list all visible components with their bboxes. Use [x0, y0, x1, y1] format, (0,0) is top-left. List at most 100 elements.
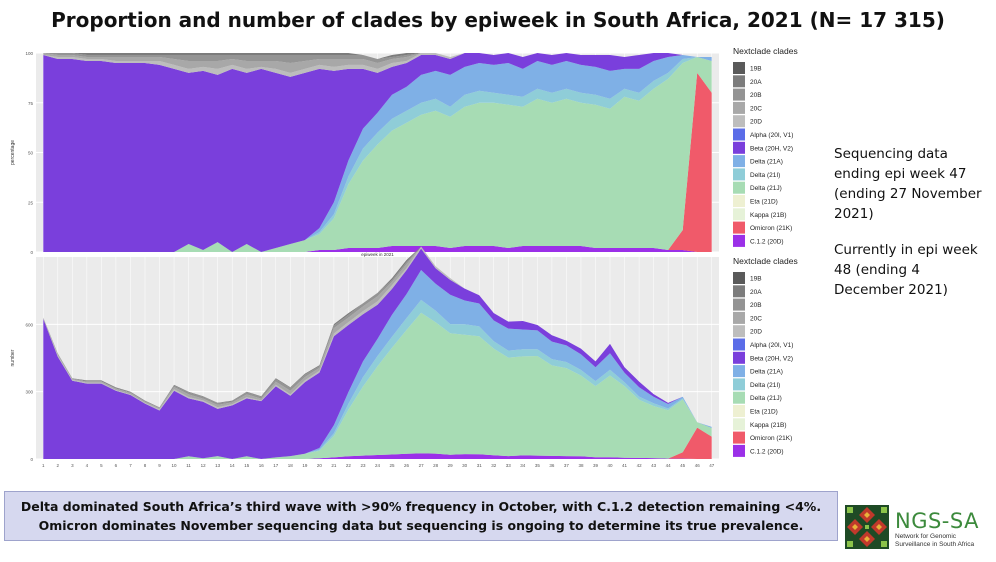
- slide-title: Proportion and number of clades by epiwe…: [51, 8, 945, 32]
- x-tick-label: 12: [201, 463, 207, 468]
- x-tick-label: 1: [42, 463, 45, 468]
- y-tick-label: 50: [28, 151, 34, 156]
- x-tick-label: 20: [317, 463, 323, 468]
- y-tick-label: 300: [25, 390, 33, 395]
- legend-swatch: [733, 75, 745, 88]
- legend-label: Delta (21I): [750, 382, 780, 389]
- legend-swatch: [733, 62, 745, 74]
- x-tick-label: 42: [637, 463, 643, 468]
- area-Delta (21J): [43, 57, 712, 252]
- legend-swatch: [733, 405, 745, 417]
- x-tick-label: 8: [144, 463, 147, 468]
- legend-label: Beta (20H, V2): [750, 355, 793, 362]
- logo-pattern-icon: [845, 505, 889, 549]
- legend-swatch: [733, 155, 745, 168]
- area-20C: [43, 53, 712, 73]
- x-tick-label: 31: [477, 463, 483, 468]
- y-tick-label: 75: [28, 101, 34, 106]
- x-axis-label: epiweek in 2021: [361, 252, 394, 257]
- x-tick-label: 16: [259, 463, 265, 468]
- legend-swatch: [733, 272, 745, 284]
- area-Beta (20H, V2): [43, 248, 712, 459]
- ngs-sa-logo: NGS-SA Network for Genomic Surveillance …: [845, 505, 995, 557]
- logo-subtitle-line: Network for Genomic: [895, 533, 957, 540]
- legend-swatch: [733, 378, 745, 391]
- logo-subtitle: Network for Genomic Surveillance in Sout…: [895, 533, 974, 549]
- area-Beta (20H, V2): [43, 53, 712, 252]
- legend-label: Alpha (20I, V1): [750, 132, 793, 139]
- x-tick-label: 15: [244, 463, 250, 468]
- y-tick-label: 25: [28, 200, 34, 205]
- x-tick-label: 19: [302, 463, 308, 468]
- y-tick-label: 600: [25, 322, 33, 327]
- x-tick-label: 22: [346, 463, 352, 468]
- legend-swatch: [733, 418, 745, 431]
- x-tick-label: 2: [57, 463, 60, 468]
- legend-label: Eta (21D): [750, 199, 778, 206]
- x-tick-label: 36: [549, 463, 555, 468]
- legend-swatch: [733, 431, 745, 444]
- legend-label: Delta (21J): [750, 185, 782, 192]
- x-tick-label: 34: [520, 463, 526, 468]
- note-sequencing-end: Sequencing data ending epi week 47 (endi…: [834, 146, 982, 222]
- chart-panel-percentage: 0 25 50 75 100 percentage epiweek in 2021 Nextc…: [10, 46, 798, 257]
- legend-label: Kappa (21B): [750, 422, 787, 429]
- note-current-week: Currently in epi week 48 (ending 4 Decem…: [834, 242, 978, 298]
- legend-swatch: [733, 128, 745, 141]
- x-tick-label: 47: [709, 463, 715, 468]
- x-tick-label: 44: [666, 463, 672, 468]
- x-tick-label: 7: [129, 463, 132, 468]
- legend-label: Alpha (20I, V1): [750, 342, 793, 349]
- legend: Nextclade clades 19B 20A 20B 20C 20D Alpha (20…: [733, 256, 798, 457]
- legend-swatch: [733, 311, 745, 324]
- x-tick-label: 29: [448, 463, 454, 468]
- x-tick-label: 9: [158, 463, 161, 468]
- legend-label: 20B: [750, 302, 762, 309]
- area-20B: [43, 53, 712, 63]
- legend-swatch: [733, 115, 745, 128]
- legend-label: Omicron (21K): [750, 435, 792, 442]
- legend-label: C.1.2 (20D): [750, 448, 784, 455]
- legend-swatch: [733, 168, 745, 181]
- legend-swatch: [733, 208, 745, 221]
- legend-label: 20B: [750, 92, 762, 99]
- x-tick-label: 39: [593, 463, 599, 468]
- x-tick-label: 21: [331, 463, 337, 468]
- legend-label: 19B: [750, 66, 762, 73]
- logo-subtitle-line: Surveillance in South Africa: [895, 541, 975, 548]
- x-tick-label: 43: [651, 463, 657, 468]
- y-tick-label: 0: [30, 250, 33, 255]
- x-tick-label: 5: [100, 463, 103, 468]
- y-tick-label: 100: [25, 51, 33, 56]
- legend-label: 20C: [750, 105, 762, 112]
- legend-swatch: [733, 195, 745, 207]
- x-tick-label: 41: [622, 463, 628, 468]
- x-tick-label: 38: [578, 463, 584, 468]
- x-tick-label: 24: [375, 463, 381, 468]
- legend-label: Omicron (21K): [750, 225, 792, 232]
- x-tick-label: 3: [71, 463, 74, 468]
- legend-swatch: [733, 391, 745, 404]
- area-Delta (21A): [43, 55, 712, 252]
- area-Delta (21J): [43, 312, 712, 459]
- x-tick-label: 33: [506, 463, 512, 468]
- banner-line-delta: Delta dominated South Africa’s third wav…: [20, 499, 822, 514]
- x-tick-label: 13: [215, 463, 221, 468]
- x-tick-label: 45: [680, 463, 686, 468]
- x-tick-label: 37: [564, 463, 570, 468]
- sequencing-note: Sequencing data ending epi week 47 (endi…: [834, 144, 994, 316]
- legend-label: Delta (21I): [750, 172, 780, 179]
- x-tick-label: 4: [86, 463, 89, 468]
- y-axis-label: number: [10, 349, 16, 366]
- legend-label: Eta (21D): [750, 409, 778, 416]
- area-C.1.2 (20D): [43, 453, 712, 459]
- banner-line-omicron: Omicron dominates November sequencing da…: [38, 518, 804, 533]
- legend-label: 20D: [750, 119, 762, 126]
- y-axis-label: percentage: [10, 140, 16, 165]
- x-tick-label: 14: [230, 463, 236, 468]
- legend-swatch: [733, 365, 745, 378]
- legend-label: Delta (21A): [750, 159, 783, 166]
- legend-label: Delta (21J): [750, 395, 782, 402]
- x-tick-label: 40: [608, 463, 614, 468]
